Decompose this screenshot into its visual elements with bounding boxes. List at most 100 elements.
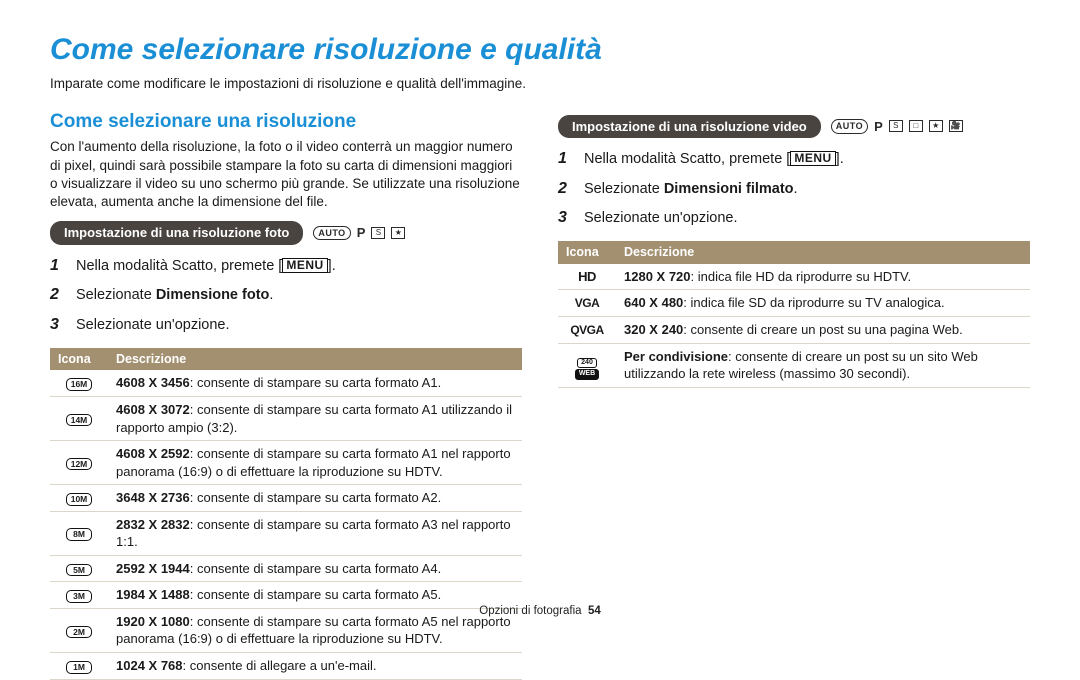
mode-movie-icon: 🎥: [949, 120, 963, 132]
resolution-icon: 8M: [66, 528, 92, 541]
left-column: Come selezionare una risoluzione Con l'a…: [50, 109, 522, 680]
resolution-icon: 2M: [66, 626, 92, 639]
video-mode-icons: AUTO P S □ ★ 🎥: [831, 118, 963, 136]
page-title: Come selezionare risoluzione e qualità: [50, 30, 1030, 71]
resolution-icon-cell: 14M: [50, 396, 108, 440]
resolution-desc-cell: 4608 X 3456: consente di stampare su car…: [108, 370, 522, 396]
resolution-desc-cell: 4608 X 2592: consente di stampare su car…: [108, 441, 522, 485]
resolution-icon-cell: 12M: [50, 441, 108, 485]
step-number: 2: [50, 284, 66, 306]
resolution-desc-cell: Per condivisione: consente di creare un …: [616, 343, 1030, 387]
step-text: Nella modalità Scatto, premete [MENU].: [76, 257, 336, 277]
resolution-desc-cell: 1024 X 768: consente di allegare a un'e-…: [108, 653, 522, 680]
photo-mode-icons: AUTO P S ★: [313, 224, 405, 242]
photo-section-title: Come selezionare una risoluzione: [50, 109, 522, 135]
mode-star-icon: ★: [391, 227, 405, 239]
resolution-desc-cell: 1280 X 720: indica file HD da riprodurre…: [616, 264, 1030, 290]
photo-pill: Impostazione di una risoluzione foto: [50, 221, 303, 245]
resolution-desc-cell: 4608 X 3072: consente di stampare su car…: [108, 396, 522, 440]
mode-star-icon: ★: [929, 120, 943, 132]
resolution-icon: 3M: [66, 590, 92, 603]
page-footer: Opzioni di fotografia 54: [0, 604, 1080, 620]
table-row: 10M 3648 X 2736: consente di stampare su …: [50, 485, 522, 512]
photo-step-1: 1 Nella modalità Scatto, premete [MENU].: [50, 251, 522, 281]
step-text-part: Selezionate: [584, 181, 664, 197]
resolution-icon: 16M: [66, 378, 93, 391]
step-text-bold: Dimensione foto: [156, 287, 270, 303]
step-number: 3: [558, 207, 574, 229]
mode-square-icon: □: [909, 120, 923, 132]
photo-steps: 1 Nella modalità Scatto, premete [MENU].…: [50, 251, 522, 340]
resolution-icon-cell: 1M: [50, 653, 108, 680]
video-steps: 1 Nella modalità Scatto, premete [MENU].…: [558, 144, 1030, 233]
resolution-icon: 5M: [66, 564, 92, 577]
video-pill: Impostazione di una risoluzione video: [558, 115, 821, 139]
step-text: Nella modalità Scatto, premete [MENU].: [584, 150, 844, 170]
table-row: 16M 4608 X 3456: consente di stampare su …: [50, 370, 522, 396]
resolution-icon-cell: QVGA: [558, 317, 616, 344]
right-column: Impostazione di una risoluzione video AU…: [558, 109, 1030, 680]
table-row: 14M 4608 X 3072: consente di stampare su …: [50, 396, 522, 440]
video-step-2: 2 Selezionate Dimensioni filmato.: [558, 174, 1030, 204]
mode-auto-icon: AUTO: [313, 226, 350, 240]
table-row: 240WEB Per condivisione: consente di crea…: [558, 343, 1030, 387]
resolution-icon-cell: VGA: [558, 290, 616, 317]
footer-label: Opzioni di fotografia: [479, 605, 581, 617]
resolution-icon-cell: 16M: [50, 370, 108, 396]
video-resolution-table: Icona Descrizione HD 1280 X 720: indica f…: [558, 241, 1030, 388]
photo-pill-line: Impostazione di una risoluzione foto AUT…: [50, 221, 522, 245]
resolution-icon-cell: HD: [558, 264, 616, 290]
step-text-part: Nella modalità Scatto, premete [: [584, 151, 790, 167]
mode-s-icon: S: [889, 120, 903, 132]
menu-icon: MENU: [282, 258, 327, 273]
step-text-part: Selezionate: [76, 287, 156, 303]
share-icon: 240WEB: [575, 358, 599, 380]
table-header-icon: Icona: [558, 241, 616, 264]
table-row: VGA 640 X 480: indica file SD da riprodur…: [558, 290, 1030, 317]
mode-p-icon: P: [357, 224, 366, 242]
resolution-icon: 10M: [66, 493, 93, 506]
resolution-icon: 14M: [66, 414, 93, 427]
resolution-desc-cell: 3648 X 2736: consente di stampare su car…: [108, 485, 522, 512]
step-text: Selezionate un'opzione.: [76, 316, 230, 336]
step-text-part: Nella modalità Scatto, premete [: [76, 258, 282, 274]
step-text: Selezionate Dimensione foto.: [76, 286, 273, 306]
hd-icon: HD: [578, 269, 596, 284]
table-header-icon: Icona: [50, 348, 108, 371]
resolution-icon: 12M: [66, 458, 93, 471]
resolution-desc-cell: 320 X 240: consente di creare un post su…: [616, 317, 1030, 344]
step-text: Selezionate Dimensioni filmato.: [584, 180, 798, 200]
step-text: Selezionate un'opzione.: [584, 209, 738, 229]
resolution-icon-cell: 240WEB: [558, 343, 616, 387]
resolution-desc-cell: 640 X 480: indica file SD da riprodurre …: [616, 290, 1030, 317]
step-text-bold: Dimensioni filmato: [664, 181, 794, 197]
step-number: 1: [50, 255, 66, 277]
step-number: 2: [558, 178, 574, 200]
resolution-icon: 1M: [66, 661, 92, 674]
step-text-part: .: [794, 181, 798, 197]
video-step-1: 1 Nella modalità Scatto, premete [MENU].: [558, 144, 1030, 174]
photo-step-2: 2 Selezionate Dimensione foto.: [50, 280, 522, 310]
step-number: 3: [50, 314, 66, 336]
mode-p-icon: P: [874, 118, 883, 136]
table-header-desc: Descrizione: [616, 241, 1030, 264]
table-header-desc: Descrizione: [108, 348, 522, 371]
table-row: 5M 2592 X 1944: consente di stampare su c…: [50, 555, 522, 582]
mode-auto-icon: AUTO: [831, 119, 868, 133]
table-row: 1M 1024 X 768: consente di allegare a un'…: [50, 653, 522, 680]
table-row: HD 1280 X 720: indica file HD da riprodur…: [558, 264, 1030, 290]
columns: Come selezionare una risoluzione Con l'a…: [50, 109, 1030, 680]
vga-icon: QVGA: [570, 323, 603, 337]
resolution-desc-cell: 2832 X 2832: consente di stampare su car…: [108, 511, 522, 555]
photo-section-body: Con l'aumento della risoluzione, la foto…: [50, 138, 522, 211]
vga-icon: VGA: [575, 296, 600, 310]
resolution-desc-cell: 2592 X 1944: consente di stampare su car…: [108, 555, 522, 582]
step-text-part: ].: [836, 151, 844, 167]
step-number: 1: [558, 148, 574, 170]
page-intro: Imparate come modificare le impostazioni…: [50, 75, 1030, 93]
table-row: 12M 4608 X 2592: consente di stampare su …: [50, 441, 522, 485]
step-text-part: ].: [328, 258, 336, 274]
resolution-icon-cell: 8M: [50, 511, 108, 555]
video-pill-line: Impostazione di una risoluzione video AU…: [558, 115, 1030, 139]
page-number: 54: [588, 605, 601, 617]
